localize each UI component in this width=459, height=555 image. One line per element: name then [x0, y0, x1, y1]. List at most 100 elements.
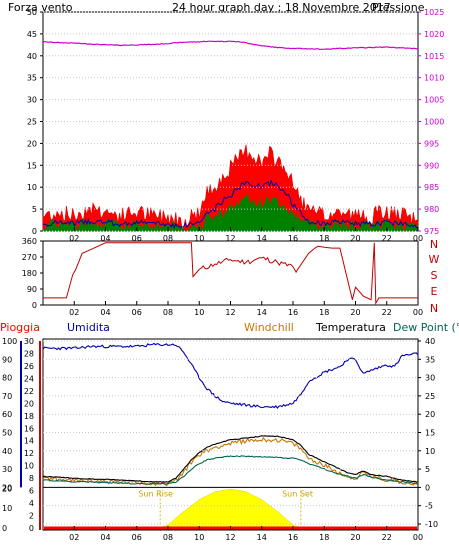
wind-pressure-plot: [42, 40, 419, 232]
temperature-x-axis-tick-label: 10: [194, 533, 204, 542]
humidity-axis-tick-label: 50: [2, 429, 12, 438]
rain-axis-tick-label: 24: [24, 374, 34, 383]
humidity-axis-tick-label: 80: [2, 374, 12, 383]
pressure-axis-tick-label: 1010: [424, 74, 444, 83]
pressure-axis-tick-label: 990: [424, 161, 439, 170]
temperature-axis-tick-label: -10: [425, 520, 438, 529]
pressure-axis-tick-label: 1025: [424, 8, 444, 17]
average-wind-series: [42, 179, 419, 229]
direction-axis-tick-label: 90: [27, 285, 37, 294]
direction-x-axis-tick-label: 04: [100, 308, 110, 317]
direction-x-axis-tick-label: 14: [257, 308, 267, 317]
wind-x-axis-tick-label: 10: [194, 234, 204, 243]
rain-axis-tick-label: 14: [24, 437, 34, 446]
temperature-x-axis-tick-label: 02: [69, 533, 79, 542]
wind-x-axis-tick-label: 18: [319, 234, 329, 243]
rain-axis-tick-label: 26: [24, 362, 34, 371]
temperature-x-axis-tick-label: 22: [382, 533, 392, 542]
direction-x-axis-tick-label: 12: [225, 308, 235, 317]
temperature-axis-tick-label: 35: [425, 355, 435, 364]
temperature-axes: -10-505101520253035402030405060708090100…: [2, 337, 438, 542]
direction-x-axis-tick-label: 16: [288, 308, 298, 317]
direction-x-axis-tick-label: 22: [382, 308, 392, 317]
direction-axis-tick-label: 270: [22, 253, 37, 262]
gust-series: [42, 144, 419, 232]
solar-axis-tick-label: 20: [2, 484, 12, 493]
rain-axis-tick-label: 8: [29, 474, 34, 483]
compass-label: E: [431, 285, 438, 298]
temperature-x-axis-tick-label: 04: [100, 533, 110, 542]
pressure-label: Pressione: [372, 1, 425, 14]
temperature-axis-tick-label: -5: [425, 502, 433, 511]
wind-axis-tick-label: 20: [27, 139, 37, 148]
temperature-plot-frame: [42, 338, 419, 531]
rain-axis-tick-label: 0: [29, 524, 34, 533]
pressure-axis-tick-label: 975: [424, 227, 439, 236]
temperature-axis-tick-label: 40: [425, 337, 435, 346]
wind-axis-tick-label: 30: [27, 96, 37, 105]
temperature-axis-tick-label: 5: [425, 465, 430, 474]
pressure-series: [42, 40, 419, 51]
compass-label: W: [429, 253, 440, 266]
direction-x-axis-tick-label: 20: [350, 308, 360, 317]
direction-x-axis-tick-label: 06: [132, 308, 142, 317]
legend-item: Dew Point (°C: [393, 321, 459, 334]
rain-axis-tick-label: 16: [24, 424, 34, 433]
legend-item: Pioggia: [0, 321, 40, 334]
direction-plot-frame: [42, 240, 419, 306]
temperature-x-axis-tick-label: 18: [319, 533, 329, 542]
wind-axis-tick-label: 5: [32, 205, 37, 214]
direction-x-axis-tick-label: 08: [163, 308, 173, 317]
direction-axis-tick-label: 180: [22, 269, 37, 278]
temperature-x-axis-tick-label: 12: [225, 533, 235, 542]
temperature-axis-tick-label: 30: [425, 374, 435, 383]
rain-axis-tick-label: 22: [24, 387, 34, 396]
wind-axis-tick-label: 40: [27, 52, 37, 61]
rain-axis-tick-label: 20: [24, 399, 34, 408]
chart-title: 24 hour graph day : 18 Novembre 2017: [172, 1, 391, 14]
pressure-axis-tick-label: 1005: [424, 96, 444, 105]
direction-x-axis-tick-label: 18: [319, 308, 329, 317]
temperature-axis-tick-label: 10: [425, 447, 435, 456]
temperature-legend: Pioggia Umidita Windchill Temperatura Dew Po…: [0, 321, 459, 334]
temperature-series: [43, 435, 419, 483]
temperature-x-axis-tick-label: 20: [350, 533, 360, 542]
temperature-x-axis-tick-label: 00: [413, 533, 423, 542]
temperature-x-axis-tick-label: 14: [257, 533, 267, 542]
rain-axis-tick-label: 28: [24, 349, 34, 358]
rain-axis-tick-label: 4: [29, 499, 34, 508]
wind-x-axis-tick-label: 20: [350, 234, 360, 243]
compass-label: N: [430, 238, 438, 251]
humidity-axis-tick-label: 100: [2, 337, 17, 346]
wind-x-axis-tick-label: 12: [225, 234, 235, 243]
solar-axis-tick-label: 10: [2, 504, 12, 513]
humidity-axis-tick-label: 40: [2, 447, 12, 456]
wind-x-axis-tick-label: 14: [257, 234, 267, 243]
sunset-label: Sun Set: [282, 489, 313, 498]
compass-label: S: [431, 269, 438, 282]
pressure-axis-tick-label: 1000: [424, 118, 444, 127]
temperature-axis-tick-label: 25: [425, 392, 435, 401]
wind-pressure-axes: 0510152025303540455097598098599099510001…: [27, 8, 445, 243]
legend-item: Umidita: [67, 321, 110, 334]
wind-axis-tick-label: 35: [27, 74, 37, 83]
dewpoint-series: [42, 455, 419, 485]
solar-series: [160, 488, 301, 529]
rain-axis-tick-label: 18: [24, 412, 34, 421]
wind-axis-tick-label: 45: [27, 30, 37, 39]
temperature-axis-tick-label: 20: [425, 410, 435, 419]
rain-axis-tick-label: 12: [24, 449, 34, 458]
legend-item: Windchill: [244, 321, 294, 334]
temperature-x-axis-tick-label: 16: [288, 533, 298, 542]
direction-series: [43, 242, 418, 305]
legend-item: Temperatura: [315, 321, 386, 334]
humidity-axis-tick-label: 30: [2, 465, 12, 474]
wind-axis-tick-label: 15: [27, 161, 37, 170]
wind-x-axis-tick-label: 22: [382, 234, 392, 243]
wind-axis-tick-label: 50: [27, 8, 37, 17]
rain-axis-tick-label: 6: [29, 487, 34, 496]
solar-axis-tick-label: 0: [2, 524, 7, 533]
pressure-axis-tick-label: 985: [424, 183, 439, 192]
wind-axis-tick-label: 10: [27, 183, 37, 192]
